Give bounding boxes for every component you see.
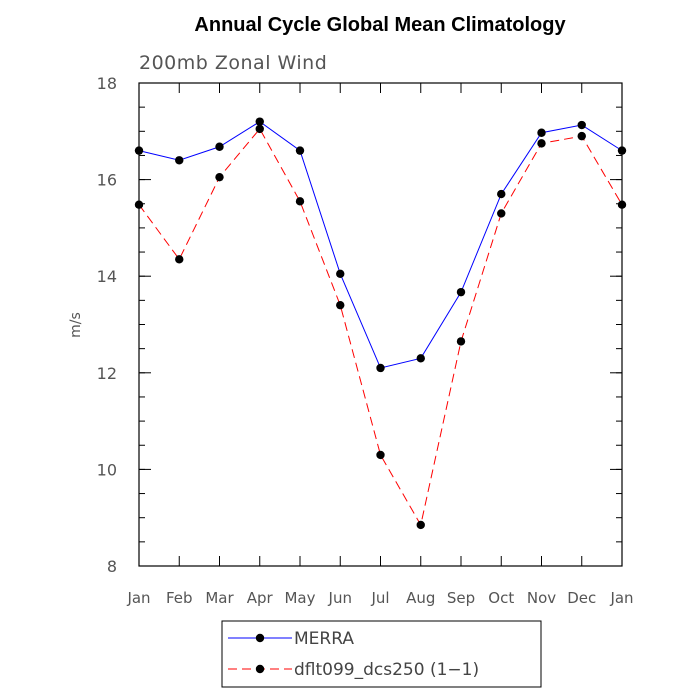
x-tick-label: Jun	[328, 589, 352, 607]
data-point	[456, 287, 466, 297]
x-tick-label: Dec	[567, 589, 596, 607]
x-tick-label: Feb	[166, 589, 193, 607]
data-point	[617, 146, 627, 155]
data-point	[295, 197, 305, 206]
data-point	[537, 128, 546, 137]
legend-box	[221, 620, 542, 688]
data-point	[617, 200, 627, 209]
data-point	[497, 209, 506, 218]
series-1	[134, 117, 627, 373]
data-point	[416, 354, 425, 363]
x-tick-label: Sep	[447, 589, 475, 607]
data-point	[295, 146, 305, 155]
data-point	[376, 450, 385, 460]
data-point	[134, 200, 144, 209]
x-tick-label: Oct	[488, 589, 514, 607]
plot-frame	[138, 82, 623, 567]
legend-label: dflt099_dcs250 (1−1)	[294, 660, 479, 680]
x-tick-label: Nov	[527, 589, 556, 607]
data-point	[255, 124, 264, 134]
x-tick-label: Apr	[247, 589, 274, 607]
data-point	[215, 172, 224, 182]
data-point	[456, 337, 466, 346]
y-axis-label: m/s	[68, 312, 84, 338]
legend: MERRA dflt099_dcs250 (1−1)	[221, 620, 542, 688]
data-point	[175, 255, 184, 264]
series-2	[134, 124, 627, 530]
y-tick-label: 16	[97, 171, 117, 190]
y-tick-label: 14	[97, 267, 117, 286]
data-point	[336, 269, 345, 278]
plot-layer: Jan Feb Mar Apr May Jun Jul Aug Sep Oct Nov Dec Jan 8…	[97, 74, 634, 607]
x-tick-label: Aug	[406, 589, 435, 607]
data-point	[215, 142, 224, 151]
x-tick-label: Mar	[205, 589, 234, 607]
data-point	[577, 131, 586, 141]
x-tick-label: May	[284, 589, 315, 607]
data-point	[134, 146, 144, 155]
chart-title: Annual Cycle Global Mean Climatology	[194, 14, 566, 36]
y-tick-label: 12	[97, 364, 117, 383]
y-tick-label: 10	[97, 460, 117, 479]
y-axis-label-group: m/s	[68, 312, 84, 338]
data-point	[255, 117, 264, 126]
data-point	[497, 189, 506, 199]
legend-marker	[255, 633, 265, 643]
y-tick-label: 18	[97, 74, 117, 93]
chart-subtitle: 200mb Zonal Wind	[139, 52, 327, 74]
x-tick-label: Jul	[370, 589, 389, 607]
data-point	[416, 520, 425, 530]
data-point	[577, 120, 586, 130]
series-line	[138, 128, 623, 527]
data-point	[376, 363, 385, 373]
series-line	[138, 121, 623, 369]
legend-marker	[255, 664, 265, 674]
x-tick-label: Jan	[126, 589, 150, 607]
data-point	[537, 139, 546, 148]
x-tick-label: Jan	[609, 589, 633, 607]
data-point	[336, 300, 345, 310]
y-tick-label: 8	[107, 557, 117, 576]
legend-label: MERRA	[294, 629, 354, 649]
data-point	[175, 156, 184, 165]
